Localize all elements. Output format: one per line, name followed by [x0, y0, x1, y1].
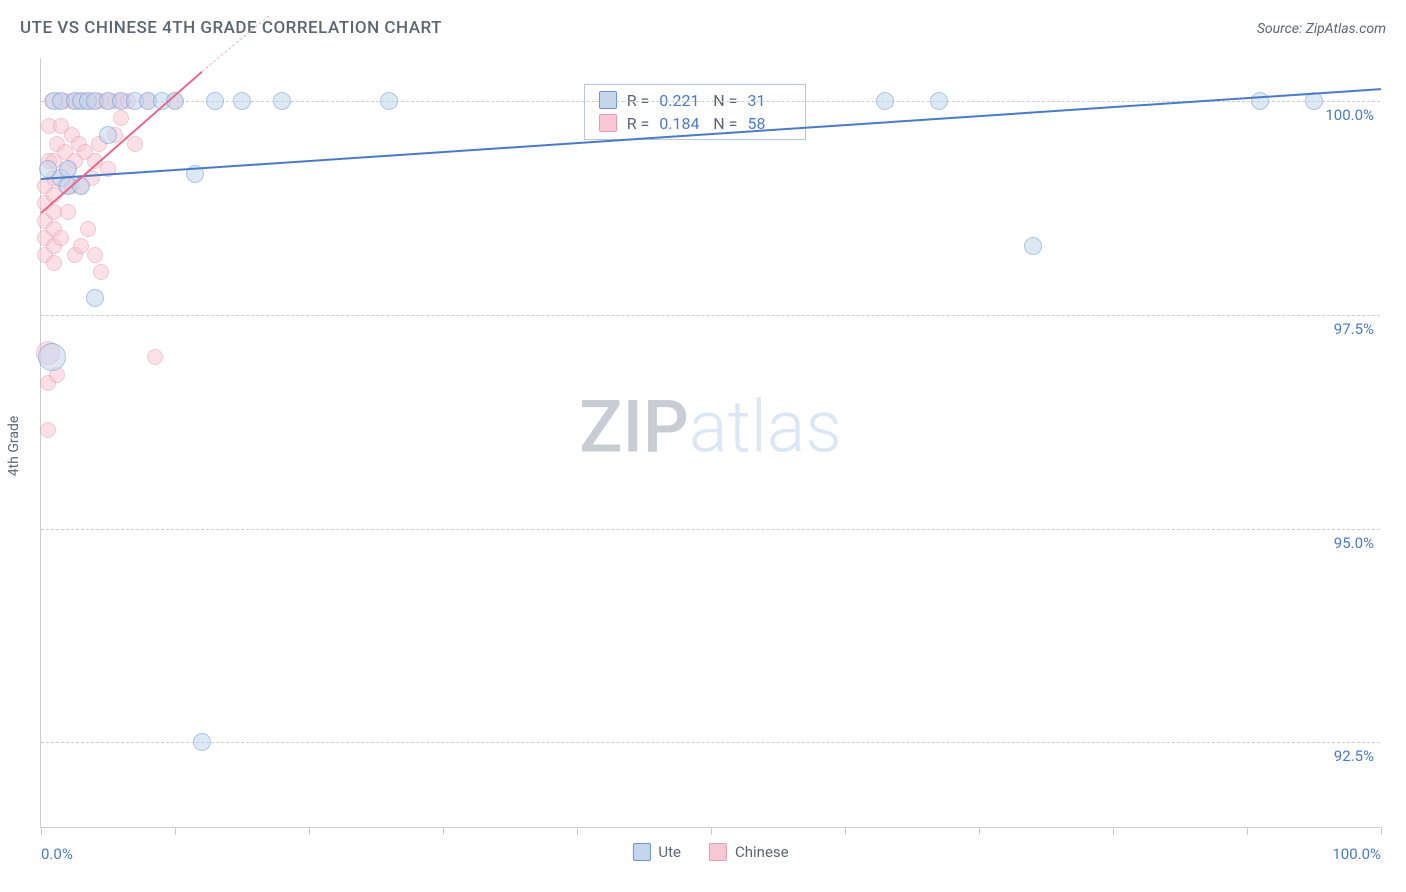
data-point-chinese	[87, 247, 103, 263]
data-point-ute	[930, 92, 948, 110]
legend-label-ute: Ute	[658, 843, 681, 861]
y-tick-label: 92.5%	[1334, 747, 1374, 765]
gridline	[41, 315, 1380, 316]
x-tick	[309, 827, 310, 835]
x-tick	[979, 827, 980, 835]
x-tick-label: 0.0%	[41, 845, 73, 863]
data-point-ute	[99, 126, 117, 144]
stats-n-label: N =	[713, 114, 737, 133]
legend-swatch-ute	[632, 843, 650, 861]
watermark-part1: ZIP	[579, 385, 689, 470]
data-point-ute	[876, 92, 894, 110]
data-point-chinese	[80, 221, 96, 237]
legend-label-chinese: Chinese	[735, 843, 789, 861]
data-point-chinese	[53, 230, 69, 246]
x-tick-label: 100.0%	[1332, 845, 1381, 863]
data-point-ute	[38, 343, 66, 371]
x-tick	[443, 827, 444, 835]
data-point-ute	[86, 289, 104, 307]
legend-item-chinese: Chinese	[709, 843, 789, 861]
watermark: ZIPatlas	[579, 385, 842, 470]
data-point-chinese	[127, 136, 143, 152]
data-point-ute	[1024, 237, 1042, 255]
data-point-chinese	[40, 422, 56, 438]
x-tick	[1247, 827, 1248, 835]
stats-r-value-chinese: 0.184	[659, 114, 703, 133]
data-point-ute	[193, 733, 211, 751]
legend-item-ute: Ute	[632, 843, 681, 861]
x-tick	[1381, 827, 1382, 835]
chart-source: Source: ZipAtlas.com	[1257, 21, 1386, 37]
x-tick	[175, 827, 176, 835]
stats-r-label: R =	[627, 114, 650, 133]
y-tick-label: 97.5%	[1334, 320, 1374, 338]
gridline	[41, 742, 1380, 743]
data-point-chinese	[60, 204, 76, 220]
y-axis-label: 4th Grade	[6, 416, 22, 477]
x-tick	[845, 827, 846, 835]
chart-plot-area: ZIPatlas R = 0.221 N = 31 R = 0.184 N = …	[40, 58, 1380, 828]
x-tick	[577, 827, 578, 835]
data-point-ute	[273, 92, 291, 110]
x-tick	[1113, 827, 1114, 835]
watermark-part2: atlas	[689, 385, 842, 470]
legend-swatch-chinese	[709, 843, 727, 861]
gridline	[41, 529, 1380, 530]
data-point-ute	[72, 177, 90, 195]
x-tick	[711, 827, 712, 835]
data-point-chinese	[113, 110, 129, 126]
y-tick-label: 100.0%	[1325, 106, 1374, 124]
data-point-ute	[233, 92, 251, 110]
stats-swatch-chinese	[599, 114, 617, 132]
data-point-chinese	[93, 264, 109, 280]
data-point-chinese	[46, 255, 62, 271]
y-tick-label: 95.0%	[1334, 534, 1374, 552]
legend: Ute Chinese	[632, 843, 788, 861]
stats-box: R = 0.221 N = 31 R = 0.184 N = 58	[584, 84, 807, 140]
data-point-ute	[1251, 92, 1269, 110]
data-point-chinese	[147, 349, 163, 365]
data-point-ute	[206, 92, 224, 110]
chart-title: UTE VS CHINESE 4TH GRADE CORRELATION CHA…	[20, 18, 442, 38]
x-tick	[41, 827, 42, 835]
data-point-ute	[380, 92, 398, 110]
